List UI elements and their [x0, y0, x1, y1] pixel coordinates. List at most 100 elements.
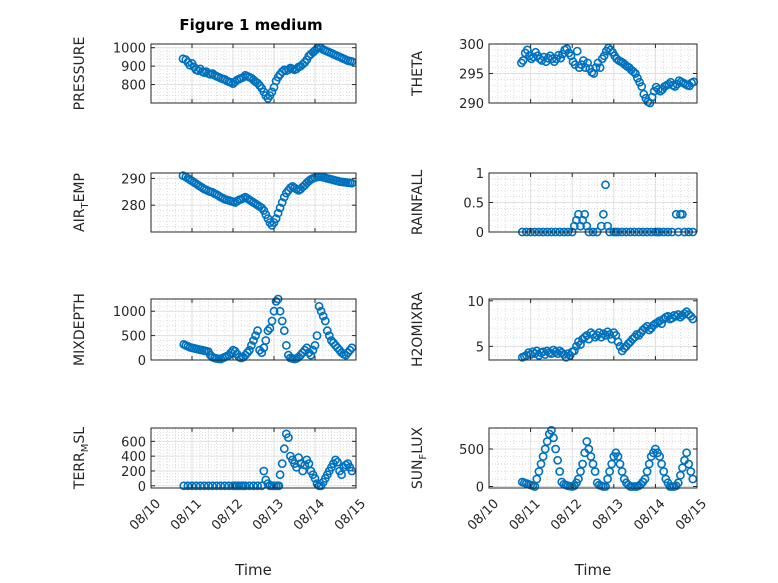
data-point: [224, 481, 234, 491]
y-tick-label: 200: [121, 465, 146, 480]
major-grid: [488, 43, 698, 104]
data-point: [275, 203, 285, 213]
y-tick-label: 1: [476, 167, 484, 182]
data-point: [569, 346, 579, 356]
x-tick-label: 08/13: [590, 496, 627, 533]
data-point: [670, 82, 680, 91]
x-tick-label: 08/10: [465, 496, 502, 533]
data-point: [591, 63, 601, 72]
data-point: [271, 296, 281, 306]
data-point: [637, 82, 647, 91]
data-point: [277, 459, 287, 468]
data-point: [678, 209, 687, 219]
y-axis-label: PRESSURE: [72, 37, 88, 111]
y-tick-label: 800: [121, 79, 146, 94]
y-tick-label: 0: [138, 354, 146, 369]
data-point: [261, 336, 271, 345]
y-tick-label: 0.5: [463, 197, 484, 212]
data-point: [279, 444, 289, 454]
chart-h2omixra: 5 10 H2OMIXRA: [410, 292, 698, 367]
data-point: [553, 455, 562, 465]
y-tick-label: 290: [121, 172, 146, 187]
data-point: [688, 314, 698, 324]
data-point: [542, 437, 552, 446]
data-point: [657, 319, 666, 328]
data-point: [606, 45, 615, 55]
x-tick-label: 08/14: [631, 496, 668, 533]
data-point: [574, 209, 583, 219]
data-point: [538, 452, 548, 461]
data-point: [659, 467, 669, 476]
data-point: [314, 301, 324, 311]
data-point: [532, 346, 542, 356]
data-point: [613, 337, 623, 347]
x-tick-label: 08/15: [332, 496, 369, 533]
data-point: [671, 209, 681, 219]
y-tick-label: 1000: [113, 305, 146, 320]
data-point: [607, 459, 617, 469]
data-point: [631, 69, 640, 78]
data-point: [536, 459, 546, 469]
data-point: [240, 481, 250, 491]
data-point: [244, 345, 254, 355]
data-point: [629, 67, 638, 77]
data-point: [524, 348, 533, 358]
data-point: [576, 467, 585, 476]
data-point: [212, 481, 221, 491]
series-air-temp: [178, 171, 357, 230]
data-point: [549, 433, 558, 443]
x-axis-label: Time: [234, 561, 272, 579]
y-axis-label: H2OMIXRA: [410, 292, 426, 367]
data-point: [331, 455, 340, 465]
data-point: [653, 318, 662, 328]
data-point: [518, 56, 528, 65]
data-point: [253, 481, 262, 491]
y-axis-label-main: SUN: [410, 460, 426, 490]
data-point: [253, 326, 262, 336]
data-point: [532, 474, 542, 484]
major-grid: [488, 172, 698, 233]
data-point: [275, 470, 285, 480]
data-point: [320, 316, 330, 326]
y-tick-label: 300: [459, 38, 484, 53]
data-point: [572, 341, 581, 351]
data-point: [267, 87, 277, 97]
axes-box: [488, 298, 698, 361]
data-point: [640, 474, 650, 484]
chart-pressure: 800 900 1000 PRESSURE: [72, 37, 357, 111]
data-point: [277, 316, 287, 326]
data-point: [244, 481, 254, 491]
y-tick-label: 400: [121, 450, 146, 465]
y-tick-label: 0: [476, 481, 484, 496]
data-point: [580, 209, 590, 219]
y-tick-label: 600: [121, 435, 146, 450]
y-axis-label: SUNFLUX: [410, 426, 429, 489]
data-point: [682, 448, 691, 458]
data-point: [551, 444, 560, 454]
data-point: [300, 460, 310, 470]
data-point: [599, 51, 609, 61]
data-point: [596, 221, 606, 231]
data-point: [208, 481, 217, 491]
data-point: [595, 63, 605, 72]
data-point: [220, 481, 230, 491]
data-point: [251, 331, 260, 340]
data-point: [271, 214, 281, 223]
data-point: [274, 481, 284, 491]
data-point: [249, 336, 258, 345]
data-point: [673, 478, 683, 488]
series-mixdepth: [179, 294, 357, 364]
axes-box: [150, 172, 357, 233]
data-point: [306, 350, 316, 360]
data-point: [283, 65, 293, 75]
data-point: [671, 311, 681, 321]
data-point: [676, 470, 685, 480]
series-terr-msl: [179, 429, 357, 491]
data-point: [688, 474, 698, 484]
data-point: [615, 341, 625, 351]
y-tick-label: 295: [459, 68, 484, 83]
y-axis-label: RAINFALL: [410, 170, 426, 235]
data-point: [582, 437, 592, 446]
data-point: [615, 459, 625, 469]
minor-grid: [489, 173, 697, 232]
